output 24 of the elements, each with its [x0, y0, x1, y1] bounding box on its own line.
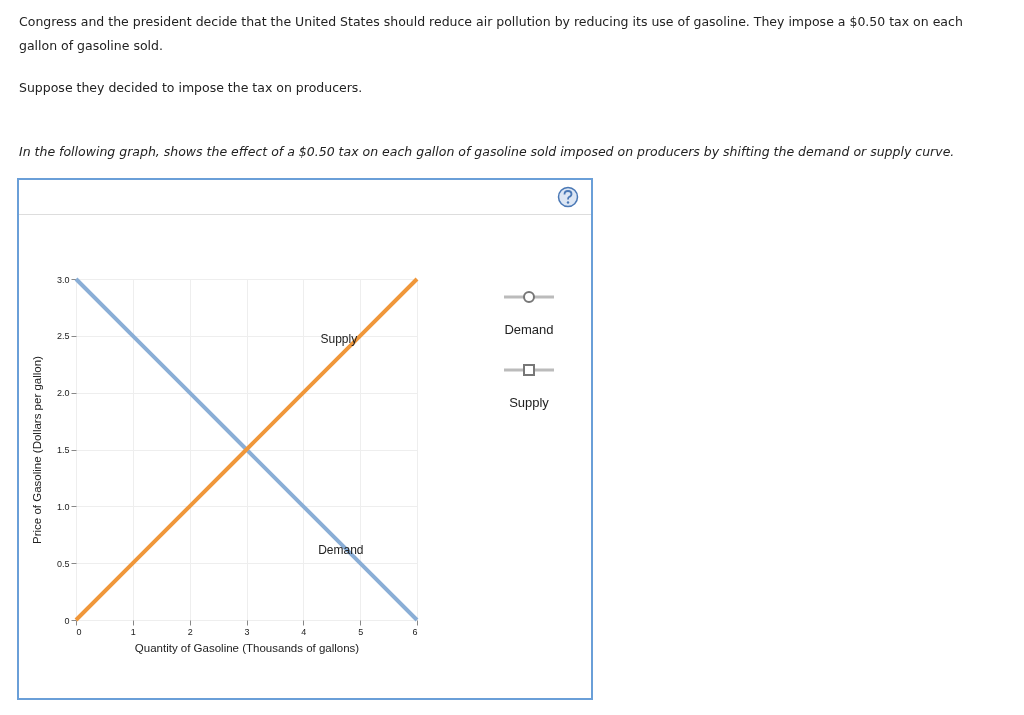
y-tick-label: 0 [64, 615, 70, 626]
x-tick-label: 6 [412, 626, 418, 637]
x-tick-label: 2 [187, 626, 193, 637]
x-axis-title: Quantity of Gasoline (Thousands of gallons) [134, 641, 360, 654]
x-tick-label: 0 [76, 626, 82, 637]
y-tick-label: 0.5 [56, 558, 70, 569]
chart-subtitle: Suppose they decided to impose the tax on producers. [19, 80, 363, 95]
line-series [74, 277, 419, 622]
text: In the following graph, shows the effect of a $0.50 tax on each gallon of gasoline sold imposed on producers by shifting the demand or supply curve. [19, 144, 956, 159]
y-tick-label: 1.0 [56, 501, 70, 512]
x-tick-label: 1 [130, 626, 136, 637]
text: Supply [509, 395, 549, 410]
x-tick-label: 5 [358, 626, 364, 637]
x-tick-label: 4 [301, 626, 307, 637]
y-axis-title: Price of Gasoline (Dollars per gallon) [30, 355, 43, 544]
x-tick-label: 3 [244, 626, 250, 637]
text: Demand [504, 322, 554, 337]
y-tick-label: 1.5 [56, 445, 70, 455]
text: Congress and the president decide that the United States should reduce air pollution by reducing its use of gasoline. They impose a $0.50 tax on each gallon of gasoline sold. [19, 13, 964, 55]
series-label: Supply [320, 332, 358, 347]
y-tick-label: 3.0 [56, 274, 70, 285]
y-tick-label: 2.0 [56, 388, 70, 399]
series-label: Demand [318, 542, 364, 557]
y-tick-label: 2.5 [56, 331, 70, 342]
